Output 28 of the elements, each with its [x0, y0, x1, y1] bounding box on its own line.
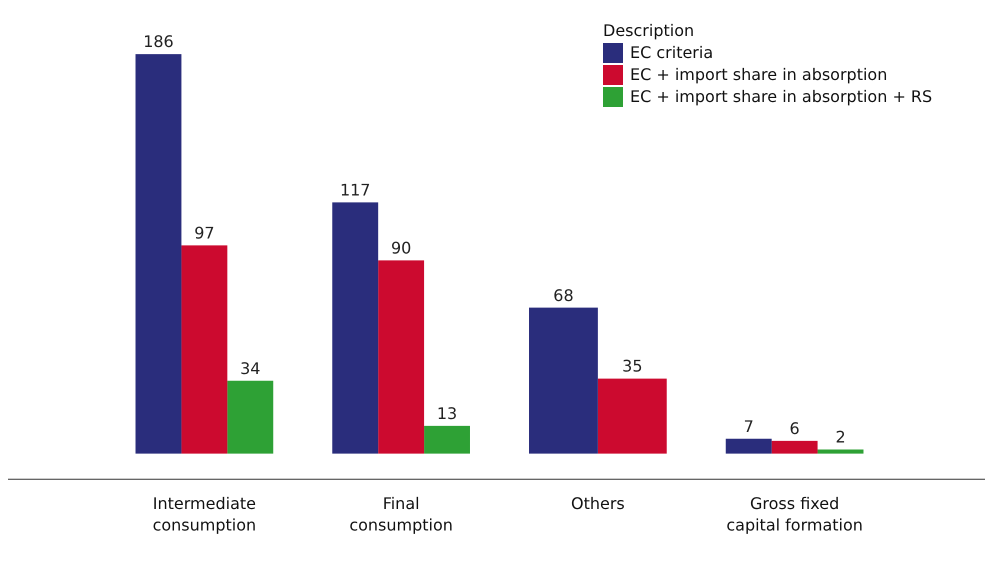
- data-label: 34: [240, 358, 260, 378]
- data-label: 13: [436, 404, 458, 424]
- bar: [227, 380, 274, 454]
- bar: [332, 202, 378, 454]
- legend-label: EC criteria: [630, 42, 714, 64]
- bar: [818, 450, 864, 454]
- x-tick-label: Final consumption: [349, 494, 453, 534]
- data-label: 7: [744, 416, 754, 436]
- bar: [136, 54, 182, 454]
- bar: [726, 438, 772, 454]
- legend-label: EC + import share in absorption + RS: [630, 86, 932, 108]
- data-label: 117: [340, 180, 370, 200]
- x-tick-label: Intermediate consumption: [152, 494, 256, 534]
- bar: [378, 260, 424, 454]
- x-tick-label: Gross fixed capital formation: [726, 494, 863, 534]
- data-label: 6: [790, 419, 800, 438]
- data-label: 68: [553, 286, 574, 305]
- data-label: 35: [622, 356, 642, 376]
- legend-title: Description: [603, 20, 696, 42]
- legend-label: EC + import share in absorption: [630, 64, 888, 86]
- bar: [424, 426, 470, 454]
- data-label: 2: [835, 428, 846, 447]
- data-label: 97: [194, 224, 215, 243]
- x-tick-label: Others: [570, 494, 625, 513]
- data-label: 186: [143, 32, 174, 52]
- bar: [181, 245, 228, 454]
- bar: [772, 440, 818, 454]
- data-label: 90: [390, 238, 412, 258]
